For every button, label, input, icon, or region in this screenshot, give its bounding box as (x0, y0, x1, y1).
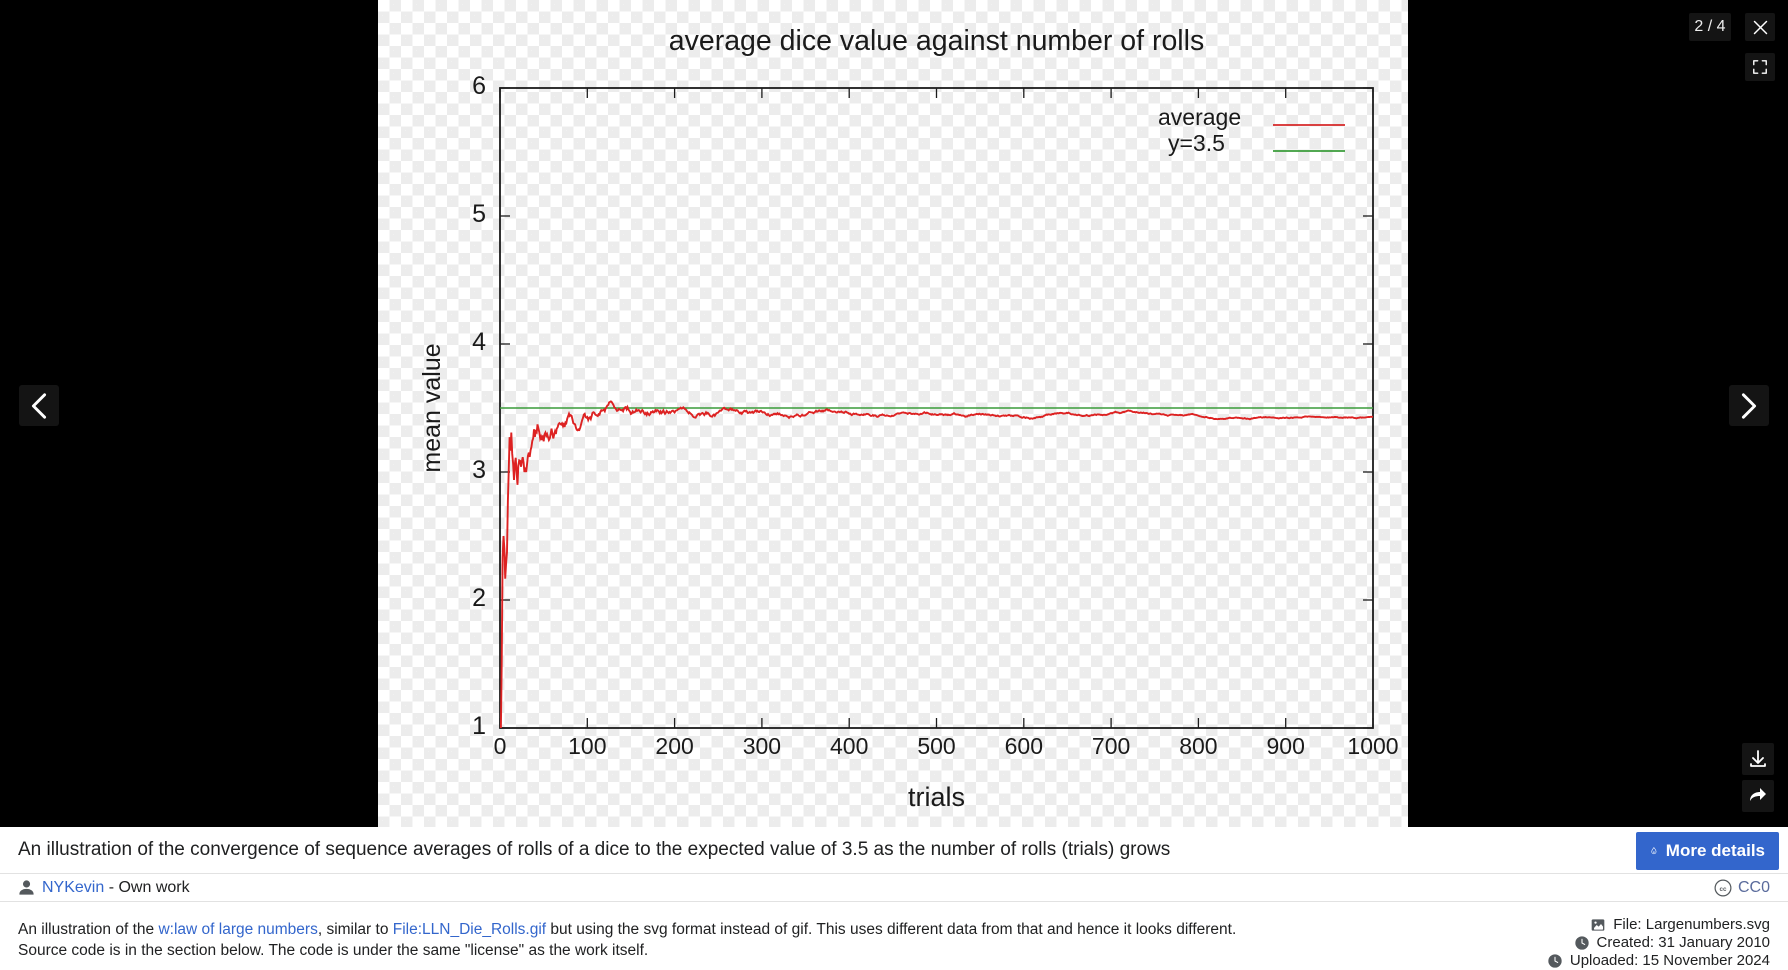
svg-text:cc: cc (1720, 885, 1727, 892)
